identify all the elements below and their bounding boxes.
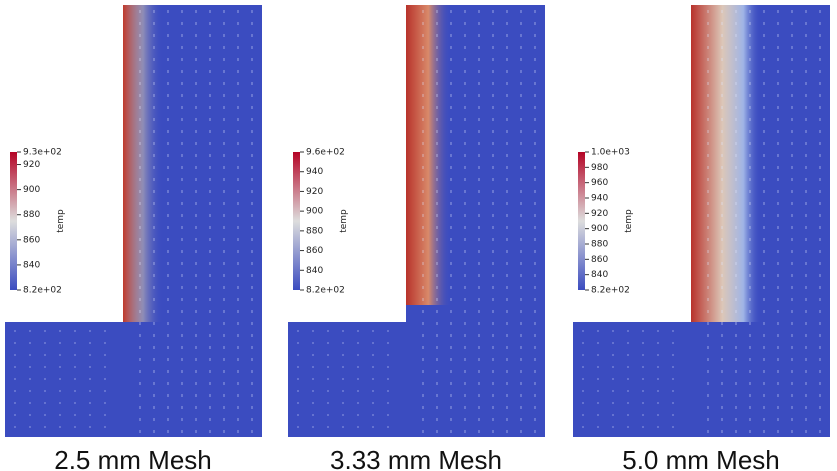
colorbar-tick-label: 840 bbox=[23, 260, 40, 270]
caption: 2.5 mm Mesh bbox=[54, 445, 212, 471]
colorbar-tick-label: 8.2e+02 bbox=[23, 286, 62, 296]
colorbar-tick-label: 8.2e+02 bbox=[306, 286, 345, 296]
colorbar-tick-label: 880 bbox=[23, 210, 40, 220]
colorbar-title: temp bbox=[56, 209, 66, 233]
colorbar-tick-label: 880 bbox=[306, 226, 323, 236]
colorbar-tick-label: 900 bbox=[23, 185, 40, 195]
colorbar-tick-label: 9.3e+02 bbox=[23, 148, 62, 158]
caption: 3.33 mm Mesh bbox=[330, 445, 502, 471]
caption: 5.0 mm Mesh bbox=[622, 445, 780, 471]
panel: 1.0e+03 980 960 940 920 900 880 860 840 8.2e+02 te… bbox=[573, 5, 830, 471]
hot-region bbox=[123, 5, 163, 322]
colorbar-tick-label: 900 bbox=[591, 224, 608, 234]
colorbar-tick-label: 1.0e+03 bbox=[591, 148, 630, 158]
colorbar-tick-label: 920 bbox=[23, 160, 40, 170]
colorbar-tick-label: 980 bbox=[591, 163, 608, 173]
colorbar-title: temp bbox=[624, 209, 634, 233]
colorbar-tick-label: 840 bbox=[591, 270, 608, 280]
colorbar-tick-label: 920 bbox=[306, 187, 323, 197]
panel: 9.6e+02 940 920 900 880 860 840 8.2e+02 temp 3.33… bbox=[288, 5, 545, 471]
colorbar-tick-label: 920 bbox=[591, 209, 608, 219]
colorbar-tick-label: 860 bbox=[591, 255, 608, 265]
colorbar bbox=[10, 152, 17, 290]
colorbar-tick-label: 8.2e+02 bbox=[591, 286, 630, 296]
colorbar-tick-label: 860 bbox=[23, 235, 40, 245]
colorbar-tick-label: 840 bbox=[306, 266, 323, 276]
colorbar bbox=[578, 152, 585, 290]
colorbar-tick-label: 880 bbox=[591, 240, 608, 250]
colorbar-tick-label: 940 bbox=[306, 167, 323, 177]
colorbar-tick-label: 9.6e+02 bbox=[306, 148, 345, 158]
hot-region bbox=[406, 5, 451, 305]
panel: 9.3e+02 920 900 880 860 840 8.2e+02 temp 2.5 mm … bbox=[5, 5, 262, 471]
colorbar bbox=[293, 152, 300, 290]
colorbar-tick-label: 960 bbox=[591, 178, 608, 188]
colorbar-tick-label: 860 bbox=[306, 246, 323, 256]
hot-region bbox=[691, 5, 761, 322]
colorbar-tick-label: 900 bbox=[306, 207, 323, 217]
colorbar-tick-label: 940 bbox=[591, 194, 608, 204]
colorbar-title: temp bbox=[339, 209, 349, 233]
